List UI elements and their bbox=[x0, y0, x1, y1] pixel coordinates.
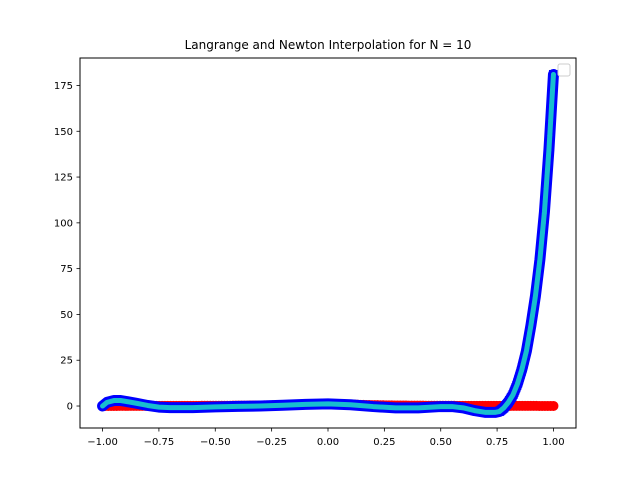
series-cyan-dots bbox=[100, 71, 556, 415]
cyan-dot-point bbox=[548, 117, 554, 123]
cyan-dot-point bbox=[521, 357, 527, 363]
y-tick-label: 25 bbox=[60, 356, 73, 367]
cyan-dot-point bbox=[541, 211, 547, 216]
cyan-dot-point bbox=[546, 148, 552, 154]
x-tick-label: −0.75 bbox=[144, 437, 175, 448]
y-tick-label: 75 bbox=[60, 264, 73, 275]
cyan-dot-point bbox=[533, 288, 539, 294]
cyan-dot-point bbox=[520, 361, 526, 367]
cyan-dot-point bbox=[549, 102, 555, 108]
cyan-dot-point bbox=[527, 330, 533, 336]
cyan-dot-point bbox=[542, 198, 548, 204]
x-tick-label: 0.25 bbox=[373, 437, 395, 448]
y-axis: 0 25 50 75 100 125 150 175 bbox=[54, 81, 80, 413]
cyan-dot-point bbox=[529, 313, 535, 319]
plot-area bbox=[79, 57, 577, 429]
series-layer bbox=[97, 68, 559, 418]
cyan-dot-point bbox=[551, 72, 556, 77]
y-tick-label: 175 bbox=[54, 81, 73, 92]
x-tick-label: −1.00 bbox=[87, 437, 118, 448]
cyan-dot-point bbox=[529, 319, 534, 325]
cyan-dot-point bbox=[524, 346, 530, 351]
cyan-dot-point bbox=[531, 301, 537, 307]
y-tick-label: 150 bbox=[54, 127, 73, 138]
cyan-dot-point bbox=[539, 240, 544, 245]
cyan-dot-point bbox=[544, 173, 550, 179]
x-tick-label: −0.50 bbox=[200, 437, 231, 448]
y-tick-label: 125 bbox=[54, 173, 73, 184]
y-tick-label: 50 bbox=[60, 310, 73, 321]
cyan-dot-point bbox=[536, 266, 542, 272]
cyan-dot-point bbox=[522, 354, 528, 360]
x-axis: −1.00 −0.75 −0.50 −0.25 0.00 0.25 0.50 0.75 1.00 bbox=[87, 428, 565, 448]
cyan-dot-point bbox=[543, 186, 549, 192]
cyan-dot-point bbox=[528, 325, 533, 330]
x-tick-label: 1.00 bbox=[542, 437, 564, 448]
cyan-dot-point bbox=[540, 230, 545, 236]
cyan-dot-point bbox=[547, 133, 553, 138]
cyan-dot-point bbox=[550, 87, 555, 93]
cyan-dot-point bbox=[545, 160, 551, 166]
cyan-dot-point bbox=[525, 340, 531, 346]
red-point bbox=[548, 400, 559, 411]
chart-title: Langrange and Newton Interpolation for N… bbox=[185, 38, 472, 52]
x-tick-label: 0.75 bbox=[486, 437, 508, 448]
cyan-dot-point bbox=[523, 350, 529, 356]
cyan-dot-point bbox=[540, 220, 546, 226]
x-tick-label: −0.25 bbox=[256, 437, 287, 448]
cyan-dot-point bbox=[532, 295, 538, 301]
y-tick-label: 100 bbox=[54, 218, 73, 229]
cyan-dot-point bbox=[526, 335, 532, 341]
cyan-dot-point bbox=[535, 273, 541, 279]
cyan-dot-point bbox=[537, 258, 543, 264]
x-tick-label: 0.00 bbox=[317, 437, 339, 448]
x-tick-label: 0.50 bbox=[430, 437, 452, 448]
legend-box bbox=[557, 63, 571, 77]
cyan-dot-point bbox=[530, 307, 536, 313]
cyan-dot-point bbox=[534, 281, 540, 287]
cyan-dot-point bbox=[538, 249, 544, 255]
cyan-dot-point bbox=[519, 365, 525, 371]
y-tick-label: 0 bbox=[67, 402, 73, 413]
